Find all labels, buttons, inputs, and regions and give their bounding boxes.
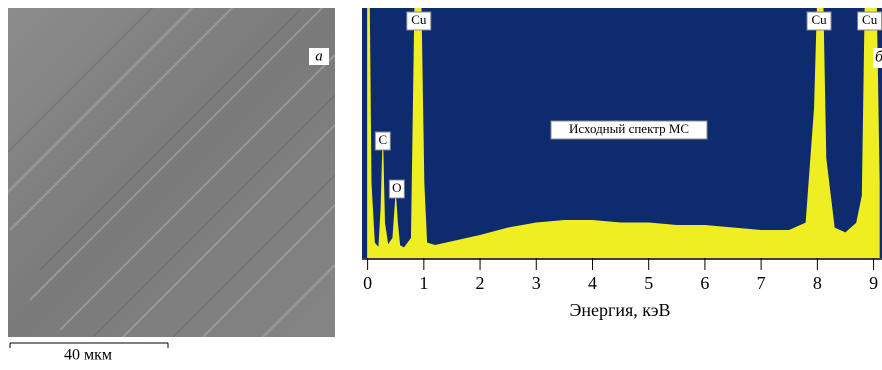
x-tick-label: 6 — [700, 273, 709, 293]
sem-image: a — [8, 8, 335, 337]
peak-label: Cu — [411, 12, 427, 27]
peak-label-box — [806, 11, 832, 31]
scale-bar-label: 40 мкм — [64, 347, 112, 364]
peak-label: O — [392, 180, 401, 195]
spectrum-area — [367, 8, 880, 258]
spectrum-chart: 0 1 2 3 4 5 6 7 8 9 Энергия, кэВ Исходный спектр МС… — [362, 8, 882, 320]
x-tick-label: 7 — [757, 273, 766, 293]
x-tick-label: 4 — [588, 273, 597, 293]
x-tick-label: 2 — [476, 273, 485, 293]
peak-label-box — [406, 11, 432, 31]
x-tick-label: 1 — [419, 273, 428, 293]
x-tick-label: 8 — [813, 273, 822, 293]
peak-label: Cu — [811, 12, 827, 27]
peak-label-box — [374, 131, 391, 151]
panel-label-box — [873, 48, 882, 68]
annotation-box — [550, 120, 708, 140]
x-tick-label: 5 — [644, 273, 653, 293]
x-axis-label: Энергия, кэВ — [569, 300, 670, 320]
peak-label-box — [388, 179, 405, 199]
panel-label: б — [875, 49, 882, 66]
x-tick-label: 9 — [869, 273, 878, 293]
x-tick-label: 3 — [532, 273, 541, 293]
panel-label: a — [315, 48, 323, 64]
peak-label: Cu — [862, 12, 878, 27]
peak-label: C — [378, 132, 387, 147]
x-tick-label: 0 — [363, 273, 372, 293]
annotation: Исходный спектр МС — [569, 121, 689, 136]
